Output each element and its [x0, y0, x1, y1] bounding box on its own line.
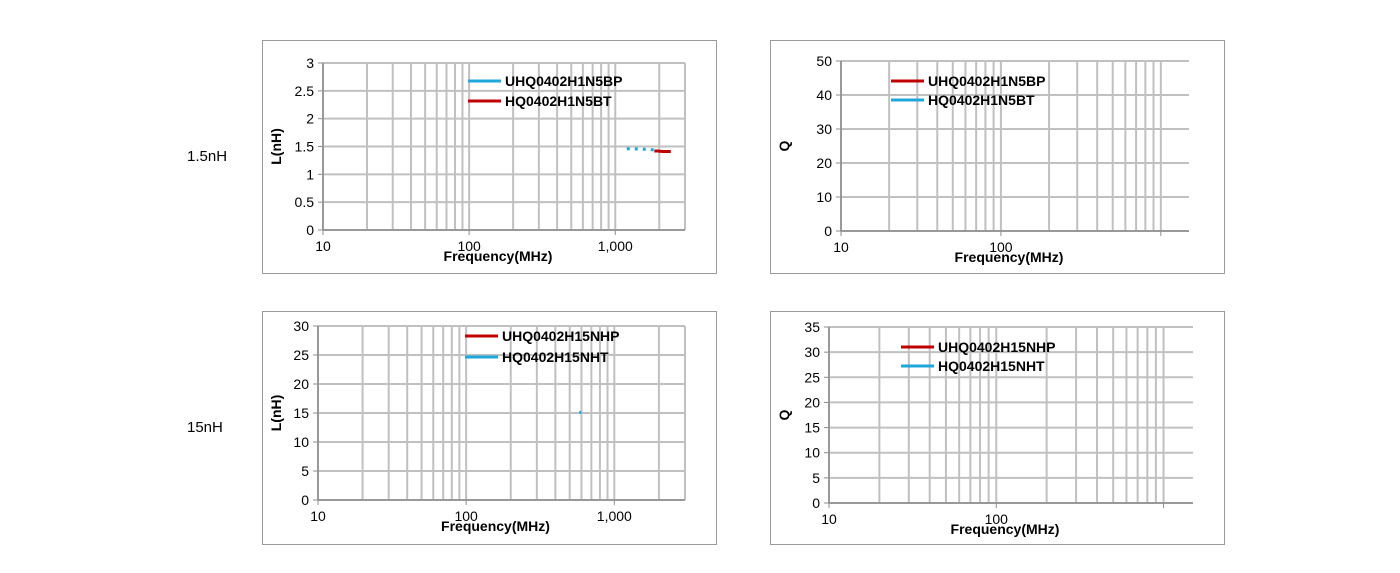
x-tick-label: 10 — [833, 239, 849, 255]
x-axis-title: Frequency(MHz) — [955, 249, 1064, 265]
y-tick-label: 10 — [293, 434, 309, 450]
chart-panel-q-15nh: 0 5 10 15 20 25 30 35 10 100 Frequency(MHz) Q UHQ040… — [770, 311, 1225, 545]
y-tick-label: 0.5 — [295, 194, 315, 210]
y-tick-label: 50 — [816, 53, 832, 69]
y-axis-title: L(nH) — [268, 128, 284, 165]
y-tick-label: 20 — [816, 155, 832, 171]
x-tick-label: 100 — [985, 511, 1009, 527]
chart-inductance-15nh: 0 5 10 15 20 25 30 10 100 1,000 Frequency(MHz) L(nH… — [268, 318, 686, 534]
y-tick-label: 30 — [293, 318, 309, 334]
x-axis-title: Frequency(MHz) — [441, 518, 550, 534]
y-tick-label: 30 — [804, 344, 820, 360]
y-tick-label: 40 — [816, 87, 832, 103]
series-line — [626, 147, 655, 152]
chart-panel-inductance-15nh: 0 5 10 15 20 25 30 10 100 1,000 Frequency(MHz) L(nH… — [262, 311, 717, 545]
y-tick-label: 5 — [812, 470, 820, 486]
x-axis-title: Frequency(MHz) — [951, 521, 1060, 537]
y-tick-label: 1 — [306, 166, 314, 182]
legend-label: UHQ0402H15NHP — [938, 339, 1056, 355]
y-tick-label: 3 — [306, 55, 314, 71]
legend-label: HQ0402H1N5BT — [505, 93, 612, 109]
y-axis-title: Q — [776, 140, 792, 151]
y-tick-label: 25 — [804, 369, 820, 385]
y-tick-label: 2 — [306, 111, 314, 127]
y-tick-label: 15 — [293, 405, 309, 421]
x-tick-label: 100 — [989, 239, 1013, 255]
y-tick-label: 2.5 — [295, 83, 315, 99]
y-tick-label: 10 — [804, 445, 820, 461]
y-tick-label: 20 — [804, 394, 820, 410]
y-tick-label: 20 — [293, 376, 309, 392]
y-tick-label: 0 — [306, 222, 314, 238]
y-tick-label: 0 — [812, 495, 820, 511]
legend-label: UHQ0402H1N5BP — [505, 73, 623, 89]
y-tick-label: 25 — [293, 347, 309, 363]
y-tick-label: 30 — [816, 121, 832, 137]
legend-label: UHQ0402H15NHP — [502, 328, 620, 344]
x-axis-title: Frequency(MHz) — [444, 248, 553, 264]
chart-panel-inductance-1-5nh: 0 0.5 1 1.5 2 2.5 3 10 100 1,000 Frequency(MHz) L(n… — [262, 40, 717, 274]
y-tick-label: 0 — [301, 492, 309, 508]
x-tick-label: 100 — [454, 508, 478, 524]
x-tick-label: 10 — [821, 511, 837, 527]
x-tick-label: 1,000 — [597, 508, 632, 524]
x-tick-label: 10 — [310, 508, 326, 524]
chart-inductance-1-5nh: 0 0.5 1 1.5 2 2.5 3 10 100 1,000 Frequency(MHz) L(n… — [268, 55, 686, 264]
row-label-15nh: 15nH — [187, 419, 223, 436]
legend-label: HQ0402H15NHT — [502, 349, 609, 365]
x-tick-label: 1,000 — [598, 238, 633, 254]
y-tick-label: 0 — [824, 223, 832, 239]
y-tick-label: 15 — [804, 420, 820, 436]
chart-panel-q-1-5nh: 0 10 20 30 40 50 10 100 Frequency(MHz) Q UHQ0402H1… — [770, 40, 1225, 274]
series-line — [654, 149, 671, 153]
y-tick-label: 10 — [816, 189, 832, 205]
legend-label: UHQ0402H1N5BP — [928, 73, 1046, 89]
legend-label: HQ0402H1N5BT — [928, 92, 1035, 108]
y-axis-title: Q — [776, 409, 792, 420]
row-label-1-5nh: 1.5nH — [187, 148, 228, 165]
x-tick-label: 10 — [315, 238, 331, 254]
y-tick-label: 35 — [804, 319, 820, 335]
legend-label: HQ0402H15NHT — [938, 358, 1045, 374]
x-tick-label: 100 — [457, 238, 481, 254]
y-axis-title: L(nH) — [268, 395, 284, 432]
y-tick-label: 1.5 — [295, 139, 315, 155]
y-tick-label: 5 — [301, 463, 309, 479]
